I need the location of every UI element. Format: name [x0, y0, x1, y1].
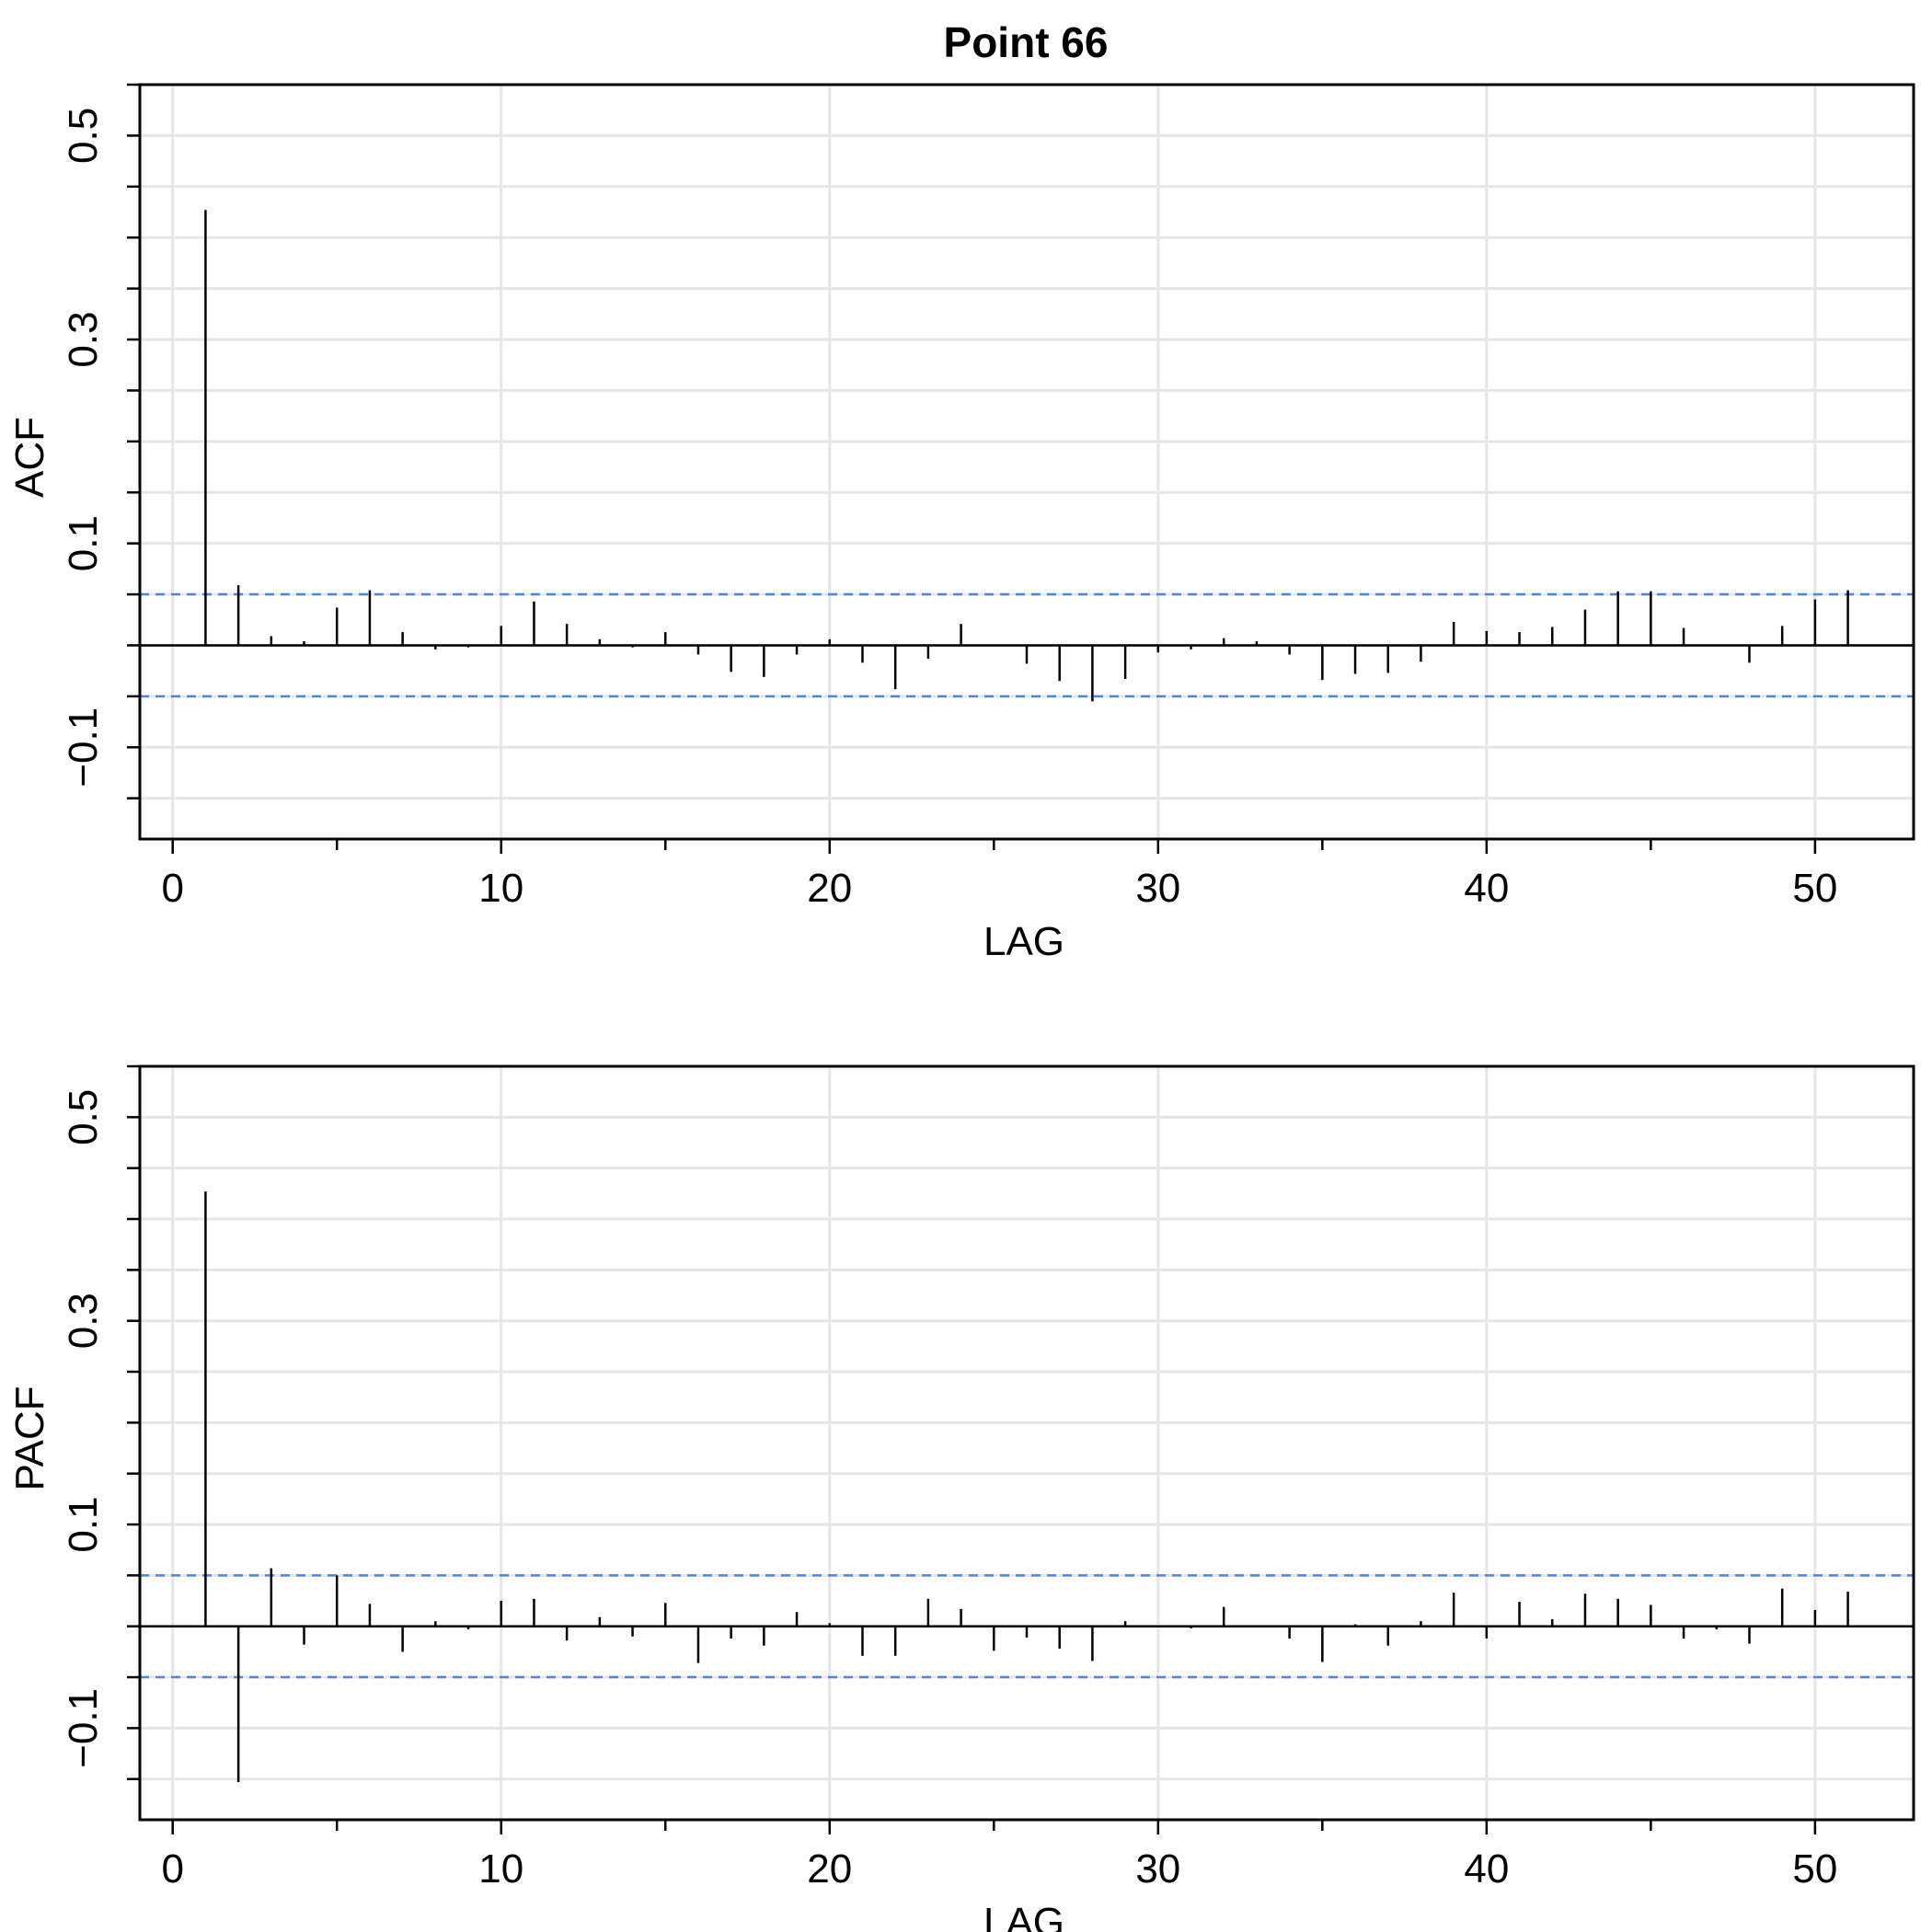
pacf-y-tick-label: 0.3 [61, 1293, 106, 1349]
acf-x-tick-label: 40 [1464, 866, 1509, 911]
acf-y-tick-label: 0.1 [61, 515, 106, 571]
pacf-x-tick-label: 10 [478, 1846, 523, 1892]
pacf-x-tick-label: 40 [1464, 1846, 1509, 1892]
acf-y-tick-label: 0.5 [61, 108, 106, 164]
pacf-y-tick-label: 0.1 [61, 1496, 106, 1552]
pacf-panel: 0 10 20 30 40 50 0.5 0.3 0.1 −0.1 LAG PACF [7, 1064, 1915, 1932]
pacf-x-tick-label: 0 [161, 1846, 183, 1892]
acf-y-tick-label: −0.1 [61, 707, 106, 788]
acf-x-tick-label: 30 [1135, 866, 1180, 911]
acf-plot-frame [138, 83, 1915, 841]
acf-x-tick-label: 10 [478, 866, 523, 911]
pacf-x-axis-label: LAG [983, 1900, 1064, 1932]
acf-x-axis-label: LAG [983, 919, 1064, 964]
pacf-x-tick-label: 30 [1135, 1846, 1180, 1892]
pacf-y-axis-label: PACF [7, 1386, 52, 1490]
figure-title: Point 66 [944, 18, 1109, 66]
acf-y-tick-label: 0.3 [61, 311, 106, 367]
pacf-x-tick-label: 50 [1792, 1846, 1837, 1892]
pacf-plot-frame [138, 1064, 1915, 1822]
acf-y-axis-label: ACF [7, 417, 52, 498]
pacf-y-tick-label: 0.5 [61, 1089, 106, 1145]
acf-x-tick-label: 0 [161, 866, 183, 911]
pacf-y-tick-label: −0.1 [61, 1688, 106, 1768]
acf-panel: 0 10 20 30 40 50 0.5 0.3 0.1 −0.1 LAG ACF [7, 83, 1915, 964]
acf-x-tick-label: 50 [1792, 866, 1837, 911]
pacf-x-tick-label: 20 [807, 1846, 852, 1892]
acf-x-tick-label: 20 [807, 866, 852, 911]
